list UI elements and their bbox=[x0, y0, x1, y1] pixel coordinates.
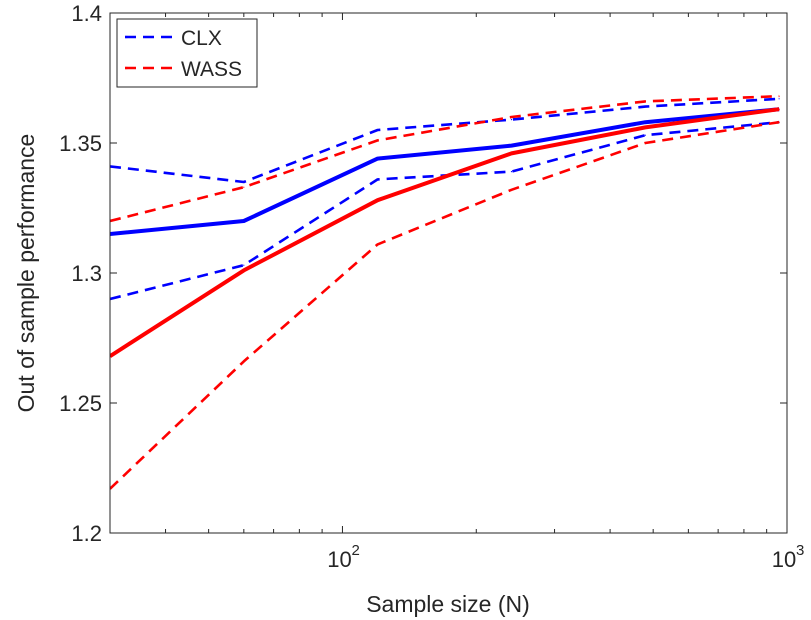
data-point-5-3 bbox=[510, 189, 513, 191]
series-layer bbox=[110, 94, 780, 490]
data-point-5-5 bbox=[778, 121, 780, 123]
series-line-0 bbox=[110, 97, 780, 184]
data-point-5-2 bbox=[377, 243, 379, 245]
data-point-2-3 bbox=[510, 145, 513, 147]
y-tick-label-3: 1.35 bbox=[59, 131, 102, 156]
data-point-1-1 bbox=[243, 186, 245, 188]
series-line-4 bbox=[110, 107, 780, 358]
y-axis-label: Out of sample performance bbox=[13, 134, 39, 413]
data-point-3-3 bbox=[510, 171, 513, 173]
data-point-1-4 bbox=[644, 100, 646, 102]
data-point-0-5 bbox=[778, 98, 780, 100]
data-point-3-1 bbox=[243, 264, 245, 266]
plot-area bbox=[110, 13, 787, 533]
x-tick-exponent-1: 3 bbox=[796, 542, 804, 559]
data-point-1-2 bbox=[377, 139, 379, 141]
data-point-0-3 bbox=[510, 119, 513, 121]
x-tick-label-1: 10 bbox=[772, 547, 796, 572]
data-point-0-4 bbox=[644, 106, 646, 108]
data-point-4-4 bbox=[644, 126, 646, 128]
data-point-4-1 bbox=[243, 269, 245, 271]
series-line-5 bbox=[110, 120, 780, 490]
data-point-4-5 bbox=[778, 108, 780, 110]
data-point-1-3 bbox=[510, 116, 513, 118]
data-point-4-2 bbox=[377, 199, 379, 201]
data-point-0-1 bbox=[243, 181, 245, 183]
y-tick-label-2: 1.3 bbox=[71, 261, 102, 286]
series-line-1 bbox=[110, 94, 780, 223]
series-line-2 bbox=[110, 107, 780, 236]
y-tick-label-4: 1.4 bbox=[71, 1, 102, 26]
legend-box bbox=[116, 18, 258, 88]
data-point-1-5 bbox=[778, 95, 780, 97]
x-tick-label-0: 10 bbox=[327, 547, 351, 572]
legend-label-1: WASS bbox=[181, 58, 242, 81]
x-axis-label: Sample size (N) bbox=[366, 591, 530, 617]
tick-layer: 1.21.251.31.351.410 2 10 3 bbox=[59, 1, 804, 572]
data-point-0-2 bbox=[377, 129, 379, 131]
data-point-3-4 bbox=[644, 134, 646, 136]
data-point-4-3 bbox=[510, 152, 513, 154]
data-point-2-4 bbox=[644, 121, 646, 123]
data-point-5-4 bbox=[644, 142, 646, 144]
legend: CLX WASS bbox=[116, 18, 258, 88]
legend-label-0: CLX bbox=[181, 27, 222, 50]
y-tick-label-1: 1.25 bbox=[59, 391, 102, 416]
x-tick-exponent-0: 2 bbox=[351, 542, 359, 559]
data-point-2-1 bbox=[243, 220, 245, 222]
y-tick-label-0: 1.2 bbox=[71, 521, 102, 546]
data-point-3-2 bbox=[377, 178, 379, 180]
data-point-2-2 bbox=[377, 158, 379, 160]
data-point-5-1 bbox=[243, 360, 245, 362]
